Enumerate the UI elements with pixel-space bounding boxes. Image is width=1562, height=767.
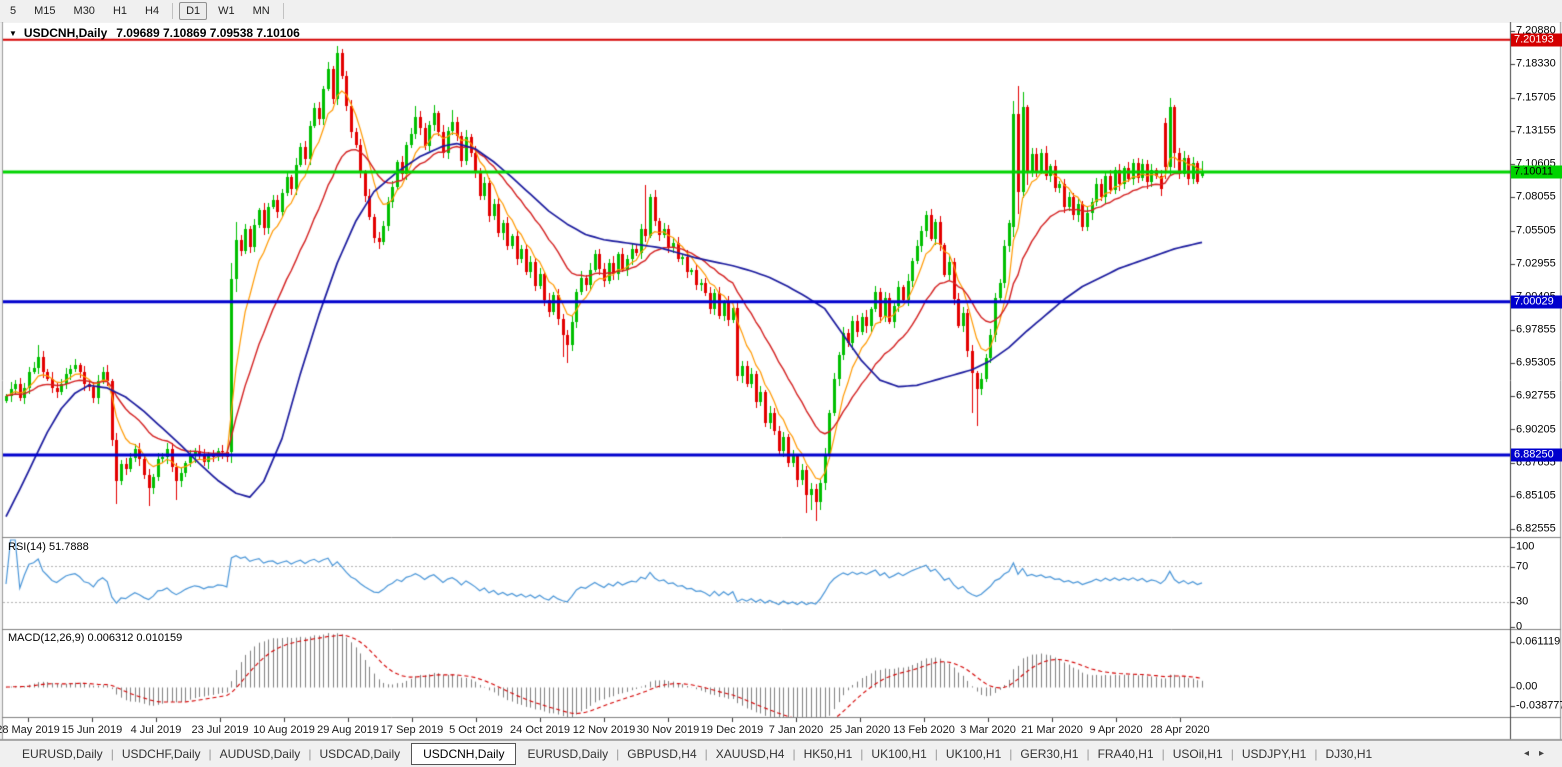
date-axis-label: 12 Nov 2019 xyxy=(572,724,636,736)
indicator-axis-label: -0.038777 xyxy=(1516,699,1562,712)
price-line-badge: 7.00029 xyxy=(1511,295,1562,309)
toolbar-separator xyxy=(172,3,174,19)
price-axis-label: 7.15705 xyxy=(1516,91,1556,104)
tab-scroll-right-icon[interactable]: ▸ xyxy=(1538,748,1554,759)
indicator-axis-label: 100 xyxy=(1516,540,1535,553)
toolbar-separator xyxy=(282,3,284,19)
date-axis-label: 17 Sep 2019 xyxy=(380,724,444,736)
chart-tab-eurusd-daily[interactable]: EURUSD,Daily xyxy=(22,747,103,761)
tab-separator: | xyxy=(860,747,864,761)
tab-separator: | xyxy=(1086,747,1090,761)
date-axis-label: 30 Nov 2019 xyxy=(636,724,700,736)
tab-separator: | xyxy=(616,747,620,761)
date-axis-label: 13 Feb 2020 xyxy=(893,724,955,736)
price-line-badge: 6.88250 xyxy=(1511,448,1562,462)
date-axis-label: 28 May 2019 xyxy=(0,724,60,736)
date-axis-label: 24 Oct 2019 xyxy=(510,724,570,736)
tab-scroll-left-icon[interactable]: ◂ xyxy=(1523,748,1539,759)
chart-tab-xauusd-h4[interactable]: XAUUSD,H4 xyxy=(715,747,785,761)
price-line-badge: 7.10011 xyxy=(1511,165,1562,179)
timeframe-button-mn[interactable]: MN xyxy=(252,5,270,17)
tab-scroll-arrows[interactable]: ◂▸ xyxy=(1524,748,1554,759)
price-axis-label: 7.20880 xyxy=(1516,24,1556,37)
chart-tab-gbpusd-h4[interactable]: GBPUSD,H4 xyxy=(627,747,697,761)
timeframe-button-h1[interactable]: H1 xyxy=(112,5,127,17)
price-axis-label: 7.08055 xyxy=(1516,190,1556,203)
price-axis-label: 6.82555 xyxy=(1516,522,1556,535)
chart-tab-ger30-h1[interactable]: GER30,H1 xyxy=(1020,747,1079,761)
chart-tab-usdjpy-h1[interactable]: USDJPY,H1 xyxy=(1241,747,1307,761)
price-axis-label: 7.02955 xyxy=(1516,257,1556,270)
timeframe-button-m30[interactable]: M30 xyxy=(73,5,95,17)
timeframe-button-w1[interactable]: W1 xyxy=(218,5,235,17)
chart-tab-usdcad-daily[interactable]: USDCAD,Daily xyxy=(319,747,401,761)
tab-separator: | xyxy=(934,747,938,761)
price-axis-label: 6.97855 xyxy=(1516,323,1556,336)
timeframe-toolbar: 5 M15 M30 H1 H4 D1 W1 MN xyxy=(0,0,1562,22)
symbol-dropdown-icon[interactable]: ▼ xyxy=(9,28,17,38)
indicator-axis-label: 0.061119 xyxy=(1516,635,1561,648)
indicator-axis-label: 70 xyxy=(1516,560,1529,573)
price-axis-label: 7.13155 xyxy=(1516,124,1556,137)
price-axis-label: 7.05505 xyxy=(1516,224,1556,237)
date-axis-label: 21 Mar 2020 xyxy=(1021,724,1083,736)
indicator-axis-label: 0 xyxy=(1516,620,1523,633)
chart-tab-usdcnh-daily[interactable]: USDCNH,Daily xyxy=(411,743,517,765)
date-axis-label: 7 Jan 2020 xyxy=(768,724,824,736)
chart-tab-uk100-h1[interactable]: UK100,H1 xyxy=(871,747,927,761)
price-axis-label: 7.10605 xyxy=(1516,157,1556,170)
price-axis-label: 6.90205 xyxy=(1516,423,1556,435)
tab-separator: | xyxy=(1009,747,1013,761)
tab-separator: | xyxy=(1161,747,1165,761)
macd-indicator-label: MACD(12,26,9) 0.006312 0.010159 xyxy=(8,632,183,644)
tab-separator: | xyxy=(704,747,708,761)
chart-tab-audusd-daily[interactable]: AUDUSD,Daily xyxy=(219,747,301,761)
chart-tab-uk100-h1[interactable]: UK100,H1 xyxy=(945,747,1002,761)
timeframe-button-m15[interactable]: M15 xyxy=(34,5,56,17)
date-axis-label: 10 Aug 2019 xyxy=(253,724,315,736)
symbol-tab-bar: EURUSD,Daily | USDCHF,Daily | AUDUSD,Daily | U… xyxy=(0,740,1562,767)
chart-title: ▼ USDCNH,Daily 7.09689 7.10869 7.09538 7… xyxy=(9,26,300,40)
timeframe-button-5[interactable]: 5 xyxy=(10,5,17,17)
date-axis-label: 28 Apr 2020 xyxy=(1150,724,1210,736)
price-axis-label: 6.85105 xyxy=(1516,489,1556,502)
date-axis-label: 29 Aug 2019 xyxy=(317,724,379,736)
chart-symbol-label: USDCNH,Daily xyxy=(23,26,108,40)
chart-ohlc-values: 7.09689 7.10869 7.09538 7.10106 xyxy=(116,26,300,40)
price-axis-label: 6.95305 xyxy=(1516,356,1556,369)
chart-tab-dj30-h1[interactable]: DJ30,H1 xyxy=(1325,747,1373,761)
date-axis-label: 19 Dec 2019 xyxy=(700,724,764,736)
price-axis-label: 7.18330 xyxy=(1516,57,1556,70)
rsi-indicator-label: RSI(14) 51.7888 xyxy=(8,541,89,553)
timeframe-button-h4[interactable]: H4 xyxy=(145,5,160,17)
date-axis-label: 25 Jan 2020 xyxy=(829,724,891,736)
date-axis-label: 3 Mar 2020 xyxy=(960,724,1016,736)
date-axis-label: 23 Jul 2019 xyxy=(191,724,249,736)
timeframe-button-d1[interactable]: D1 xyxy=(179,2,208,20)
price-axis-label: 6.92755 xyxy=(1516,389,1556,402)
chart-tab-eurusd-daily[interactable]: EURUSD,Daily xyxy=(527,747,609,761)
tab-separator: | xyxy=(792,747,796,761)
date-axis-label: 9 Apr 2020 xyxy=(1089,724,1143,736)
tab-separator: | xyxy=(1230,747,1234,761)
date-axis-label: 15 Jun 2019 xyxy=(61,724,123,736)
indicator-axis-label: 0.00 xyxy=(1516,680,1538,693)
date-axis-label: 4 Jul 2019 xyxy=(130,724,182,736)
chart-tab-hk50-h1[interactable]: HK50,H1 xyxy=(803,747,853,761)
price-axis-label: 6.87655 xyxy=(1516,456,1556,469)
price-line-badge: 7.20193 xyxy=(1511,33,1562,47)
date-axis-label: 5 Oct 2019 xyxy=(449,724,503,736)
chart-tab-usoil-h1[interactable]: USOil,H1 xyxy=(1172,747,1223,761)
tab-separator: | xyxy=(1314,747,1318,761)
tab-separator: | xyxy=(110,747,114,761)
chart-tab-fra40-h1[interactable]: FRA40,H1 xyxy=(1097,747,1154,761)
tab-separator: | xyxy=(208,747,212,761)
tab-separator: | xyxy=(308,747,312,761)
indicator-axis-label: 30 xyxy=(1516,595,1529,608)
chart-tab-usdchf-daily[interactable]: USDCHF,Daily xyxy=(121,747,201,761)
